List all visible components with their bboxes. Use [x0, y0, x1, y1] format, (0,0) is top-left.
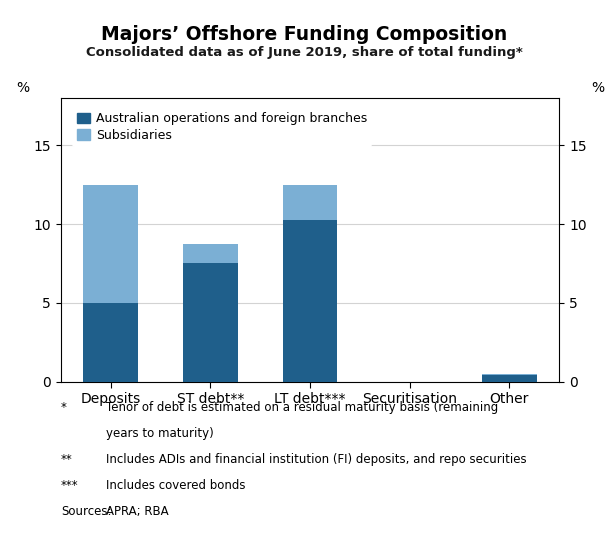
Bar — [83, 303, 138, 382]
Text: Sources:: Sources: — [61, 505, 111, 518]
Text: ***: *** — [61, 479, 78, 492]
Text: Includes ADIs and financial institution (FI) deposits, and repo securities: Includes ADIs and financial institution … — [106, 453, 527, 466]
Bar — [183, 263, 238, 382]
Text: **: ** — [61, 453, 72, 466]
Bar — [482, 374, 537, 375]
Text: Consolidated data as of June 2019, share of total funding*: Consolidated data as of June 2019, share… — [86, 46, 522, 59]
Text: years to maturity): years to maturity) — [106, 427, 214, 440]
Legend: Australian operations and foreign branches, Subsidiaries: Australian operations and foreign branch… — [72, 107, 372, 147]
Text: *: * — [61, 401, 67, 414]
Text: APRA; RBA: APRA; RBA — [106, 505, 169, 518]
Bar — [482, 375, 537, 382]
Text: Includes covered bonds: Includes covered bonds — [106, 479, 246, 492]
Bar — [183, 244, 238, 263]
Text: Tenor of debt is estimated on a residual maturity basis (remaining: Tenor of debt is estimated on a residual… — [106, 401, 499, 414]
Bar — [283, 220, 337, 382]
Bar — [283, 185, 337, 220]
Text: %: % — [591, 81, 604, 95]
Text: Majors’ Offshore Funding Composition: Majors’ Offshore Funding Composition — [101, 25, 507, 44]
Bar — [83, 185, 138, 303]
Text: %: % — [16, 81, 29, 95]
